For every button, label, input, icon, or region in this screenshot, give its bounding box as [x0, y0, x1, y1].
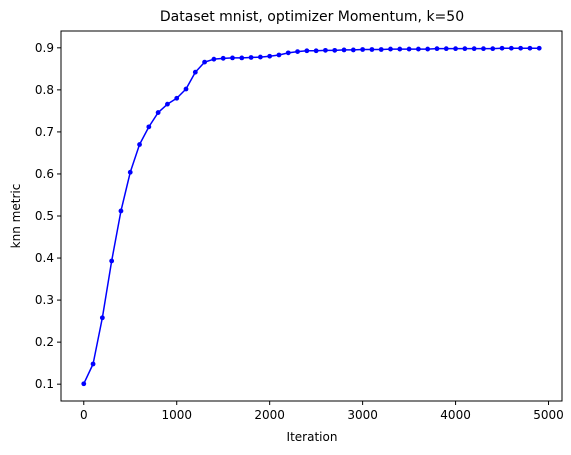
data-point: [192, 69, 198, 75]
x-axis-title: Iteration: [287, 430, 338, 444]
y-tick-label: 0.5: [35, 209, 54, 223]
data-point: [99, 315, 105, 321]
data-point: [276, 52, 282, 58]
data-point: [443, 46, 449, 52]
data-point: [332, 47, 338, 53]
data-point: [109, 258, 115, 264]
data-point: [174, 95, 180, 101]
data-point: [499, 45, 505, 51]
data-point: [518, 45, 524, 51]
data-point: [230, 55, 235, 61]
data-point: [267, 53, 273, 59]
data-point: [239, 55, 245, 61]
data-point: [453, 46, 458, 52]
data-point: [406, 46, 412, 52]
y-tick-label: 0.2: [35, 335, 54, 349]
data-point: [471, 46, 477, 52]
x-tick-label: 4000: [440, 408, 471, 422]
chart-title: Dataset mnist, optimizer Momentum, k=50: [160, 9, 464, 25]
data-point: [118, 208, 124, 214]
data-point: [183, 86, 189, 92]
data-point: [369, 47, 375, 52]
x-axis: 0 1000 2000 3000 4000 5000: [80, 401, 564, 422]
x-tick-label: 5000: [533, 408, 564, 422]
data-point: [155, 110, 161, 115]
data-point: [295, 49, 300, 55]
data-point: [527, 45, 533, 51]
data-point: [350, 47, 356, 53]
plot-frame: [60, 30, 563, 402]
data-point: [415, 46, 421, 52]
data-point: [285, 50, 291, 56]
data-point: [248, 55, 254, 60]
data-point: [90, 361, 96, 367]
data-point: [127, 169, 133, 175]
data-point: [481, 46, 486, 52]
data-point: [165, 101, 170, 107]
y-axis-title: knn metric: [9, 184, 23, 249]
data-point: [257, 54, 263, 60]
data-point: [388, 46, 393, 52]
y-tick-label: 0.9: [35, 41, 54, 55]
data-point: [425, 46, 431, 52]
data-point: [137, 142, 142, 147]
x-tick-label: 0: [80, 408, 88, 422]
plot-area: [81, 45, 542, 387]
data-point: [462, 46, 468, 52]
data-point: [211, 56, 217, 62]
data-point: [360, 47, 366, 52]
data-point: [490, 46, 496, 52]
data-point: [304, 48, 310, 54]
data-point: [323, 47, 328, 53]
data-point: [508, 45, 514, 51]
data-point: [202, 59, 208, 65]
series-line: [83, 47, 540, 385]
y-axis: 0.1 0.2 0.3 0.4 0.5 0.6 0.7 0.8 0.9: [35, 41, 61, 391]
y-tick-label: 0.4: [35, 251, 54, 265]
data-point: [341, 47, 347, 53]
data-point: [81, 381, 87, 387]
data-point: [220, 55, 226, 61]
y-tick-label: 0.8: [35, 83, 54, 97]
data-point: [536, 45, 542, 51]
data-point: [378, 47, 384, 52]
x-tick-label: 3000: [347, 408, 378, 422]
x-tick-label: 1000: [161, 408, 192, 422]
data-point: [313, 48, 319, 54]
y-tick-label: 0.1: [35, 377, 54, 391]
data-point: [434, 46, 440, 52]
x-tick-label: 2000: [254, 408, 285, 422]
y-tick-label: 0.7: [35, 125, 54, 139]
y-tick-label: 0.6: [35, 167, 54, 181]
data-point: [146, 124, 152, 130]
data-point: [397, 46, 403, 52]
y-tick-label: 0.3: [35, 293, 54, 307]
